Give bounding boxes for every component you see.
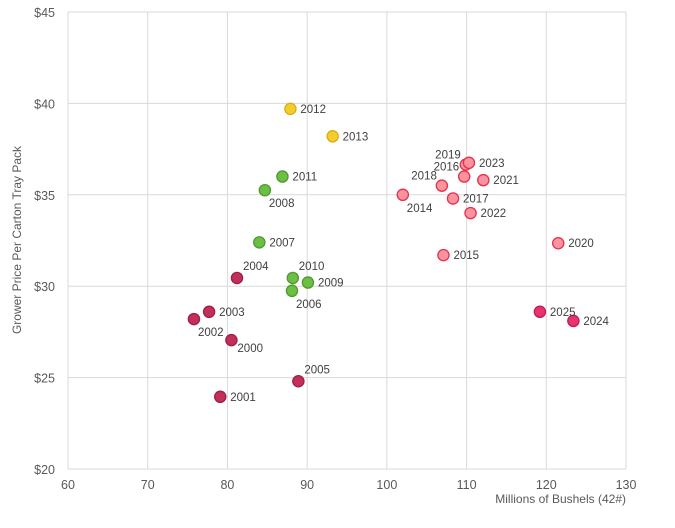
point-label: 2000 <box>237 343 263 355</box>
data-point-2013 <box>326 130 339 143</box>
x-tick-label: 60 <box>61 478 75 492</box>
tick-labels: 60 70 80 90 100 110 120 130 $20 $25 $30 $35 $40 $45 <box>34 6 636 492</box>
data-point-2020 <box>551 236 565 250</box>
data-points <box>187 102 580 404</box>
point-label: 2016 <box>434 162 460 174</box>
point-label: 2025 <box>550 307 576 319</box>
y-tick-label: $35 <box>34 189 55 203</box>
point-label: 2024 <box>583 316 609 328</box>
data-point-2000 <box>225 333 238 347</box>
data-point-2003 <box>202 305 216 319</box>
data-point-2006 <box>285 284 299 298</box>
point-label: 2005 <box>304 364 330 376</box>
data-point-2007 <box>253 236 266 249</box>
data-point-2001 <box>214 390 227 404</box>
point-label: 2023 <box>479 158 505 170</box>
point-label: 2009 <box>318 278 344 290</box>
point-label: 2002 <box>198 327 224 339</box>
data-point-2004 <box>230 271 244 285</box>
point-label: 2015 <box>453 250 479 262</box>
point-label: 2004 <box>243 261 269 273</box>
point-label: 2007 <box>269 237 295 249</box>
y-tick-label: $25 <box>34 372 55 386</box>
x-tick-label: 80 <box>220 478 234 492</box>
point-label: 2017 <box>463 193 489 205</box>
data-point-2011 <box>276 170 289 183</box>
x-tick-label: 100 <box>376 478 397 492</box>
point-label: 2003 <box>219 307 245 319</box>
x-tick-label: 110 <box>457 478 477 492</box>
point-label: 2006 <box>296 299 322 311</box>
point-label: 2022 <box>481 208 507 220</box>
x-tick-label: 70 <box>141 478 155 492</box>
x-axis-label: Millions of Bushels (42#) <box>495 492 626 506</box>
point-label: 2010 <box>299 261 325 273</box>
point-label: 2011 <box>292 172 317 184</box>
data-point-2009 <box>301 276 315 289</box>
point-label: 2014 <box>407 203 433 215</box>
point-labels: 2000 2001 2002 2003 2004 2005 2006 2007 2008 2009… <box>198 104 610 404</box>
data-point-2024 <box>567 314 580 328</box>
point-label: 2012 <box>300 104 326 116</box>
y-tick-label: $20 <box>34 463 55 477</box>
data-point-2016 <box>457 170 471 183</box>
x-tick-label: 130 <box>616 478 637 492</box>
data-point-2021 <box>477 173 490 187</box>
point-label: 2019 <box>435 150 461 162</box>
data-point-2023 <box>462 156 476 170</box>
x-tick-label: 120 <box>536 478 557 492</box>
data-point-2025 <box>533 305 547 319</box>
data-point-2012 <box>284 102 297 116</box>
point-label: 2021 <box>493 175 519 187</box>
x-tick-label: 90 <box>300 478 314 492</box>
y-tick-label: $30 <box>34 280 55 294</box>
data-point-2010 <box>286 271 300 285</box>
data-point-2022 <box>464 206 477 220</box>
point-label: 2020 <box>568 238 594 250</box>
data-point-2014 <box>396 188 410 202</box>
data-point-2018 <box>435 179 449 192</box>
data-point-2017 <box>446 192 460 205</box>
point-label: 2008 <box>269 198 295 210</box>
gridlines <box>67 11 627 470</box>
data-point-2008 <box>258 183 272 197</box>
y-axis-label: Grower Price Per Carton Tray Pack <box>10 145 24 334</box>
point-label: 2018 <box>411 171 437 183</box>
data-point-2002 <box>187 312 201 326</box>
point-label: 2001 <box>230 392 256 404</box>
y-tick-label: $45 <box>34 6 55 20</box>
data-point-2005 <box>292 375 305 388</box>
y-tick-label: $40 <box>34 97 55 111</box>
data-point-2015 <box>437 248 450 262</box>
point-label: 2013 <box>343 131 369 143</box>
